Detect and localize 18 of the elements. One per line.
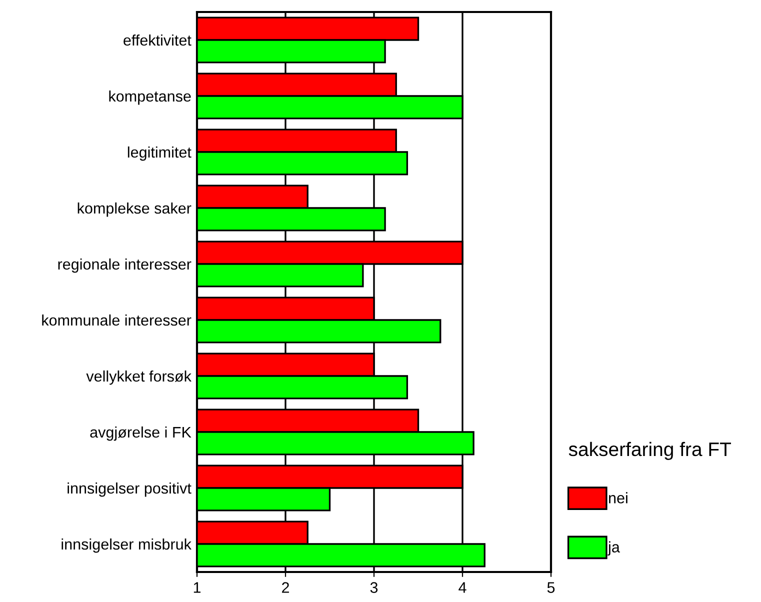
y-tick-label: vellykket forsøk bbox=[86, 370, 192, 385]
y-tick-label: kommunale interesser bbox=[42, 314, 192, 326]
x-tick-label: 4 bbox=[458, 582, 466, 593]
legend-title: sakserfaring fra FT bbox=[568, 442, 732, 460]
y-tick-label: innsigelser misbruk bbox=[62, 538, 192, 553]
x-tick-label: 1 bbox=[194, 582, 201, 593]
y-tick-label: legitimitet bbox=[128, 146, 192, 161]
y-tick-label: komplekse saker bbox=[78, 202, 192, 217]
x-tick-label: 5 bbox=[547, 582, 555, 593]
legend-label: ja bbox=[608, 541, 620, 556]
x-tick-label: 3 bbox=[370, 582, 378, 593]
y-tick-label: kompetanse bbox=[109, 90, 191, 105]
y-tick-label: innsigelser positivt bbox=[68, 482, 192, 497]
legend-label: nei bbox=[609, 492, 628, 504]
y-tick-label: effektivitet bbox=[124, 34, 192, 46]
x-tick-label: 2 bbox=[282, 582, 289, 593]
y-tick-label: avgjørelse i FK bbox=[90, 426, 192, 441]
y-tick-label: regionale interesser bbox=[58, 258, 192, 273]
